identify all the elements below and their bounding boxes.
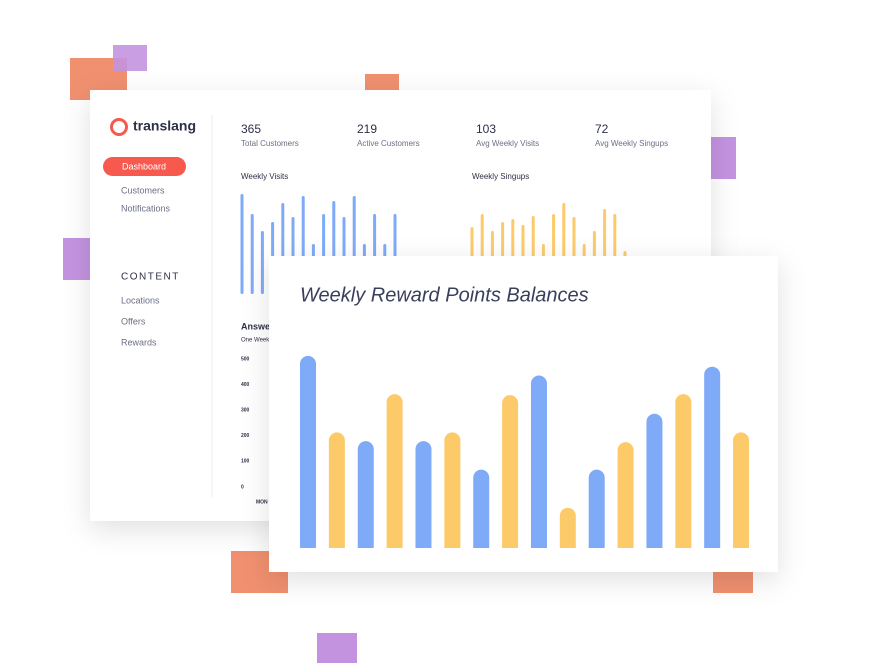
bar: [675, 394, 692, 548]
bar: [704, 366, 721, 548]
deco-square: [63, 238, 90, 280]
logo-text: translang: [133, 118, 196, 134]
y-tick-label: 500: [241, 356, 250, 362]
stat-value: 365: [241, 122, 261, 136]
bar: [240, 194, 244, 294]
bar: [300, 355, 316, 548]
chart-title: Answers: [241, 321, 279, 331]
nav-item[interactable]: Offers: [121, 316, 146, 326]
chart-subtitle: One Week: [241, 338, 270, 344]
stat-label: Avg Weekly Visits: [476, 139, 539, 148]
reward-chart: Weekly Reward Points Balances: [300, 284, 750, 548]
nav-item[interactable]: Dashboard: [122, 161, 166, 171]
y-tick-label: 400: [241, 382, 250, 388]
bar: [617, 442, 634, 548]
bar: [444, 432, 461, 548]
y-tick-label: 300: [241, 408, 250, 414]
bar: [530, 375, 547, 548]
bar: [559, 507, 576, 548]
deco-square: [365, 74, 399, 92]
bar: [733, 432, 750, 548]
bar: [328, 432, 345, 548]
chart-title: Weekly Visits: [241, 172, 288, 181]
chart-title: Weekly Singups: [472, 172, 529, 181]
nav-item[interactable]: Customers: [121, 185, 165, 195]
stat-value: 219: [357, 122, 377, 136]
y-tick-label: 200: [241, 433, 250, 439]
bar: [473, 469, 490, 548]
stat-label: Active Customers: [357, 139, 420, 148]
bar: [386, 394, 403, 548]
deco-square: [317, 633, 357, 663]
chart-title: Weekly Reward Points Balances: [300, 284, 589, 306]
bar: [260, 231, 264, 294]
bar: [250, 214, 254, 294]
x-tick-label: MON: [256, 499, 268, 505]
deco-square: [713, 572, 753, 593]
y-tick-label: 0: [241, 484, 244, 490]
reward-card: [269, 256, 778, 572]
nav-active[interactable]: [103, 157, 186, 176]
y-tick-label: 100: [241, 459, 250, 465]
stat-value: 103: [476, 122, 496, 136]
deco-square: [711, 137, 736, 179]
stat-label: Avg Weekly Singups: [595, 139, 668, 148]
stat-label: Total Customers: [241, 139, 299, 148]
logo-icon: [110, 118, 128, 136]
bar: [646, 413, 663, 548]
nav-section: CONTENT: [121, 272, 180, 283]
nav-item[interactable]: Notifications: [121, 203, 171, 213]
deco-square: [113, 45, 147, 71]
bar: [588, 469, 605, 548]
stat-value: 72: [595, 122, 609, 136]
bar: [415, 441, 432, 548]
nav-item[interactable]: Rewards: [121, 337, 157, 347]
bar: [502, 395, 519, 548]
bar: [357, 441, 374, 548]
nav-item[interactable]: Locations: [121, 295, 160, 305]
